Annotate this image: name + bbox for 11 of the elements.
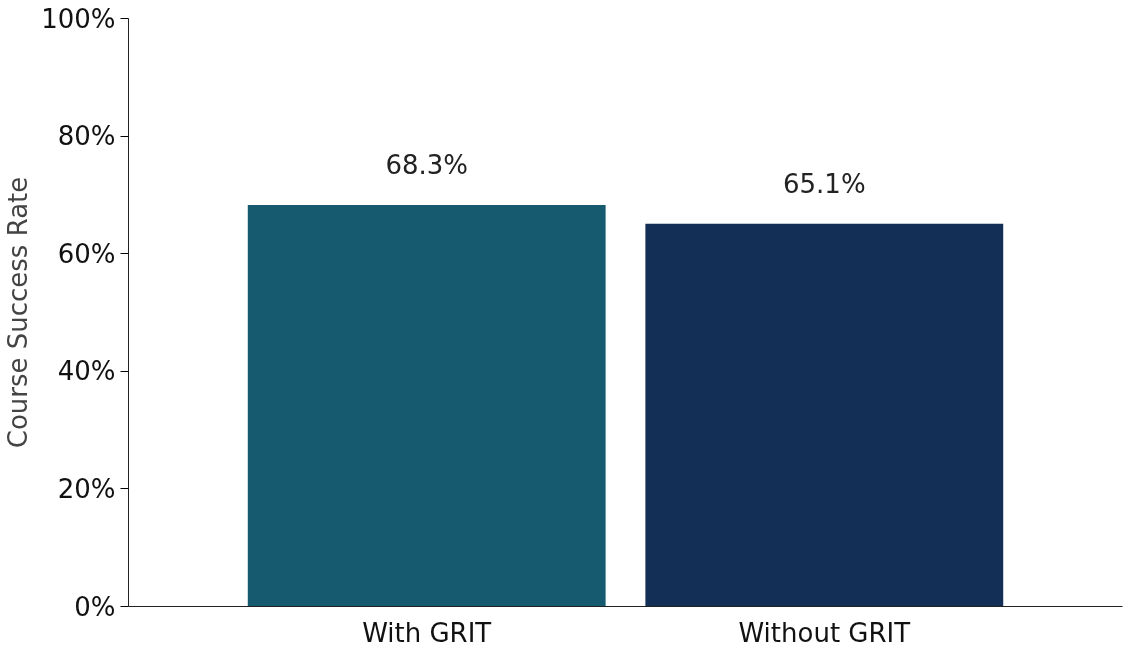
y-tick-label: 100% [41,3,116,34]
y-tick-label: 80% [57,121,116,152]
x-tick-label: Without GRIT [738,617,911,648]
y-axis-title: Course Success Rate [3,176,34,449]
data-label: 65.1% [783,168,866,199]
y-tick-label: 60% [57,238,116,269]
y-tick-label: 40% [57,356,116,387]
y-tick-label: 20% [57,473,116,504]
data-label: 68.3% [385,149,469,180]
x-tick-label: With GRIT [362,617,492,648]
y-tick-label: 0% [74,591,116,622]
